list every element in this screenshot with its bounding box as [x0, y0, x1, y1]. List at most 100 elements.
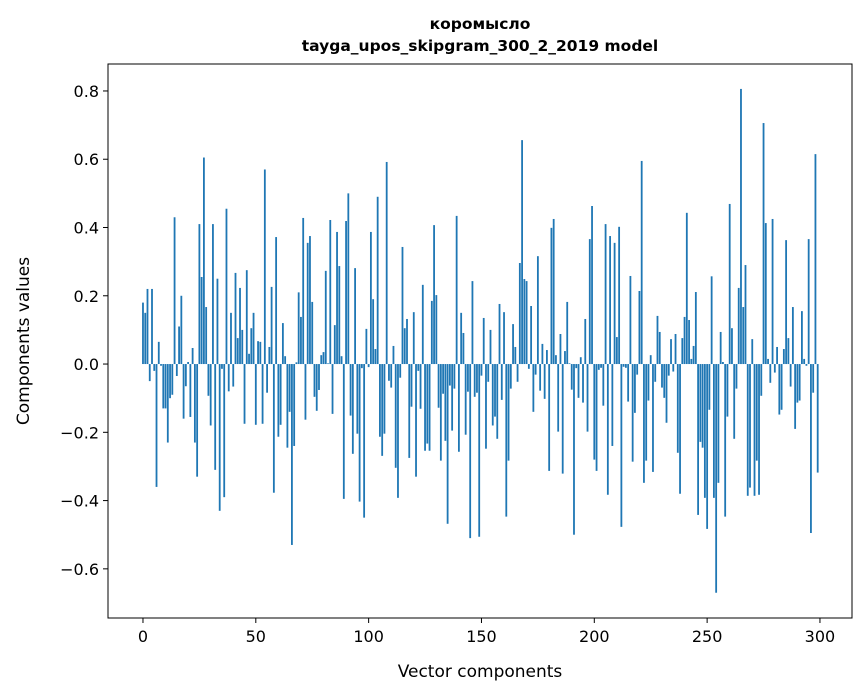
bar-218: [634, 364, 636, 413]
bar-43: [239, 287, 241, 365]
bar-108: [385, 161, 388, 365]
bar-269: [749, 364, 751, 488]
bar-53: [261, 364, 264, 424]
bar-63: [284, 356, 287, 365]
bar-18: [182, 364, 185, 419]
bar-62: [281, 323, 284, 365]
bar-61: [279, 364, 282, 425]
bar-267: [744, 265, 747, 365]
bar-93: [351, 364, 354, 454]
bar-281: [776, 346, 778, 365]
bar-206: [606, 364, 609, 495]
bar-128: [430, 300, 433, 365]
bar-40: [232, 364, 235, 387]
bar-22: [191, 347, 194, 365]
bar-148: [476, 364, 478, 393]
bar-37: [225, 208, 228, 365]
bar-25: [198, 224, 201, 365]
bar-176: [539, 364, 542, 391]
bar-294: [805, 364, 808, 366]
bar-215: [627, 364, 630, 402]
bar-154: [489, 329, 492, 365]
bar-30: [209, 364, 212, 426]
bar-79: [320, 355, 323, 365]
bar-120: [412, 312, 415, 365]
bar-219: [636, 364, 639, 375]
bar-151: [482, 317, 485, 365]
bar-214: [624, 364, 627, 368]
bar-240: [683, 316, 686, 365]
bar-231: [663, 364, 666, 398]
bar-85: [333, 325, 336, 365]
bar-137: [451, 364, 454, 431]
bar-195: [582, 364, 584, 403]
bar-224: [647, 364, 650, 401]
x-tick-label: 250: [692, 627, 723, 646]
bar-274: [760, 364, 763, 396]
bar-280: [773, 364, 776, 373]
bar-15: [175, 364, 178, 376]
bar-127: [428, 364, 431, 451]
bar-194: [579, 357, 582, 365]
bar-190: [570, 364, 573, 390]
bar-173: [532, 364, 535, 412]
bar-152: [485, 364, 487, 449]
bar-239: [681, 338, 684, 365]
bar-273: [758, 364, 760, 495]
bar-134: [444, 364, 447, 441]
y-tick-label: 0.8: [74, 82, 99, 101]
bar-260: [728, 203, 731, 365]
bar-82: [327, 363, 329, 365]
bar-133: [442, 364, 445, 394]
bar-212: [620, 364, 623, 527]
bar-243: [690, 358, 693, 365]
bar-111: [392, 345, 395, 365]
bar-39: [230, 312, 232, 365]
bar-255: [717, 364, 720, 483]
bar-26: [200, 276, 203, 365]
bar-278: [769, 364, 772, 383]
bar-289: [794, 364, 797, 429]
bar-90: [345, 221, 347, 365]
bar-76: [313, 364, 316, 397]
bar-131: [437, 364, 440, 408]
bar-86: [336, 231, 338, 365]
bar-109: [388, 364, 390, 381]
bar-221: [640, 160, 643, 365]
bar-34: [218, 364, 221, 511]
bar-121: [415, 364, 417, 477]
bar-277: [767, 358, 769, 365]
bar-233: [667, 364, 670, 376]
bar-23: [193, 364, 196, 443]
bar-55: [266, 364, 268, 393]
bar-89: [342, 364, 345, 499]
bar-150: [480, 364, 483, 376]
bar-36: [223, 364, 226, 498]
bar-52: [259, 341, 262, 365]
bar-56: [268, 346, 271, 365]
bar-201: [595, 364, 598, 471]
bar-67: [293, 364, 296, 446]
bar-145: [469, 364, 472, 539]
bar-141: [460, 312, 463, 365]
bar-166: [516, 364, 519, 382]
bar-186: [561, 364, 564, 474]
bar-24: [196, 364, 199, 477]
y-tick-label: 0.2: [74, 287, 99, 306]
bar-146: [471, 281, 474, 365]
bar-187: [564, 351, 566, 365]
bar-252: [710, 276, 713, 365]
bar-72: [304, 364, 307, 420]
bar-180: [548, 364, 551, 471]
y-axis-ticks: −0.6 −0.4 −0.2 0.0 0.2 0.4 0.6 0.8: [60, 82, 108, 579]
bar-94: [354, 268, 356, 365]
bar-188: [566, 301, 569, 365]
bar-144: [467, 364, 469, 392]
bar-101: [369, 231, 372, 365]
bar-99: [365, 328, 368, 365]
bar-250: [706, 364, 709, 529]
bar-181: [550, 227, 553, 365]
bar-266: [742, 307, 745, 365]
x-axis-label: Vector components: [398, 662, 563, 682]
bar-241: [685, 212, 688, 365]
